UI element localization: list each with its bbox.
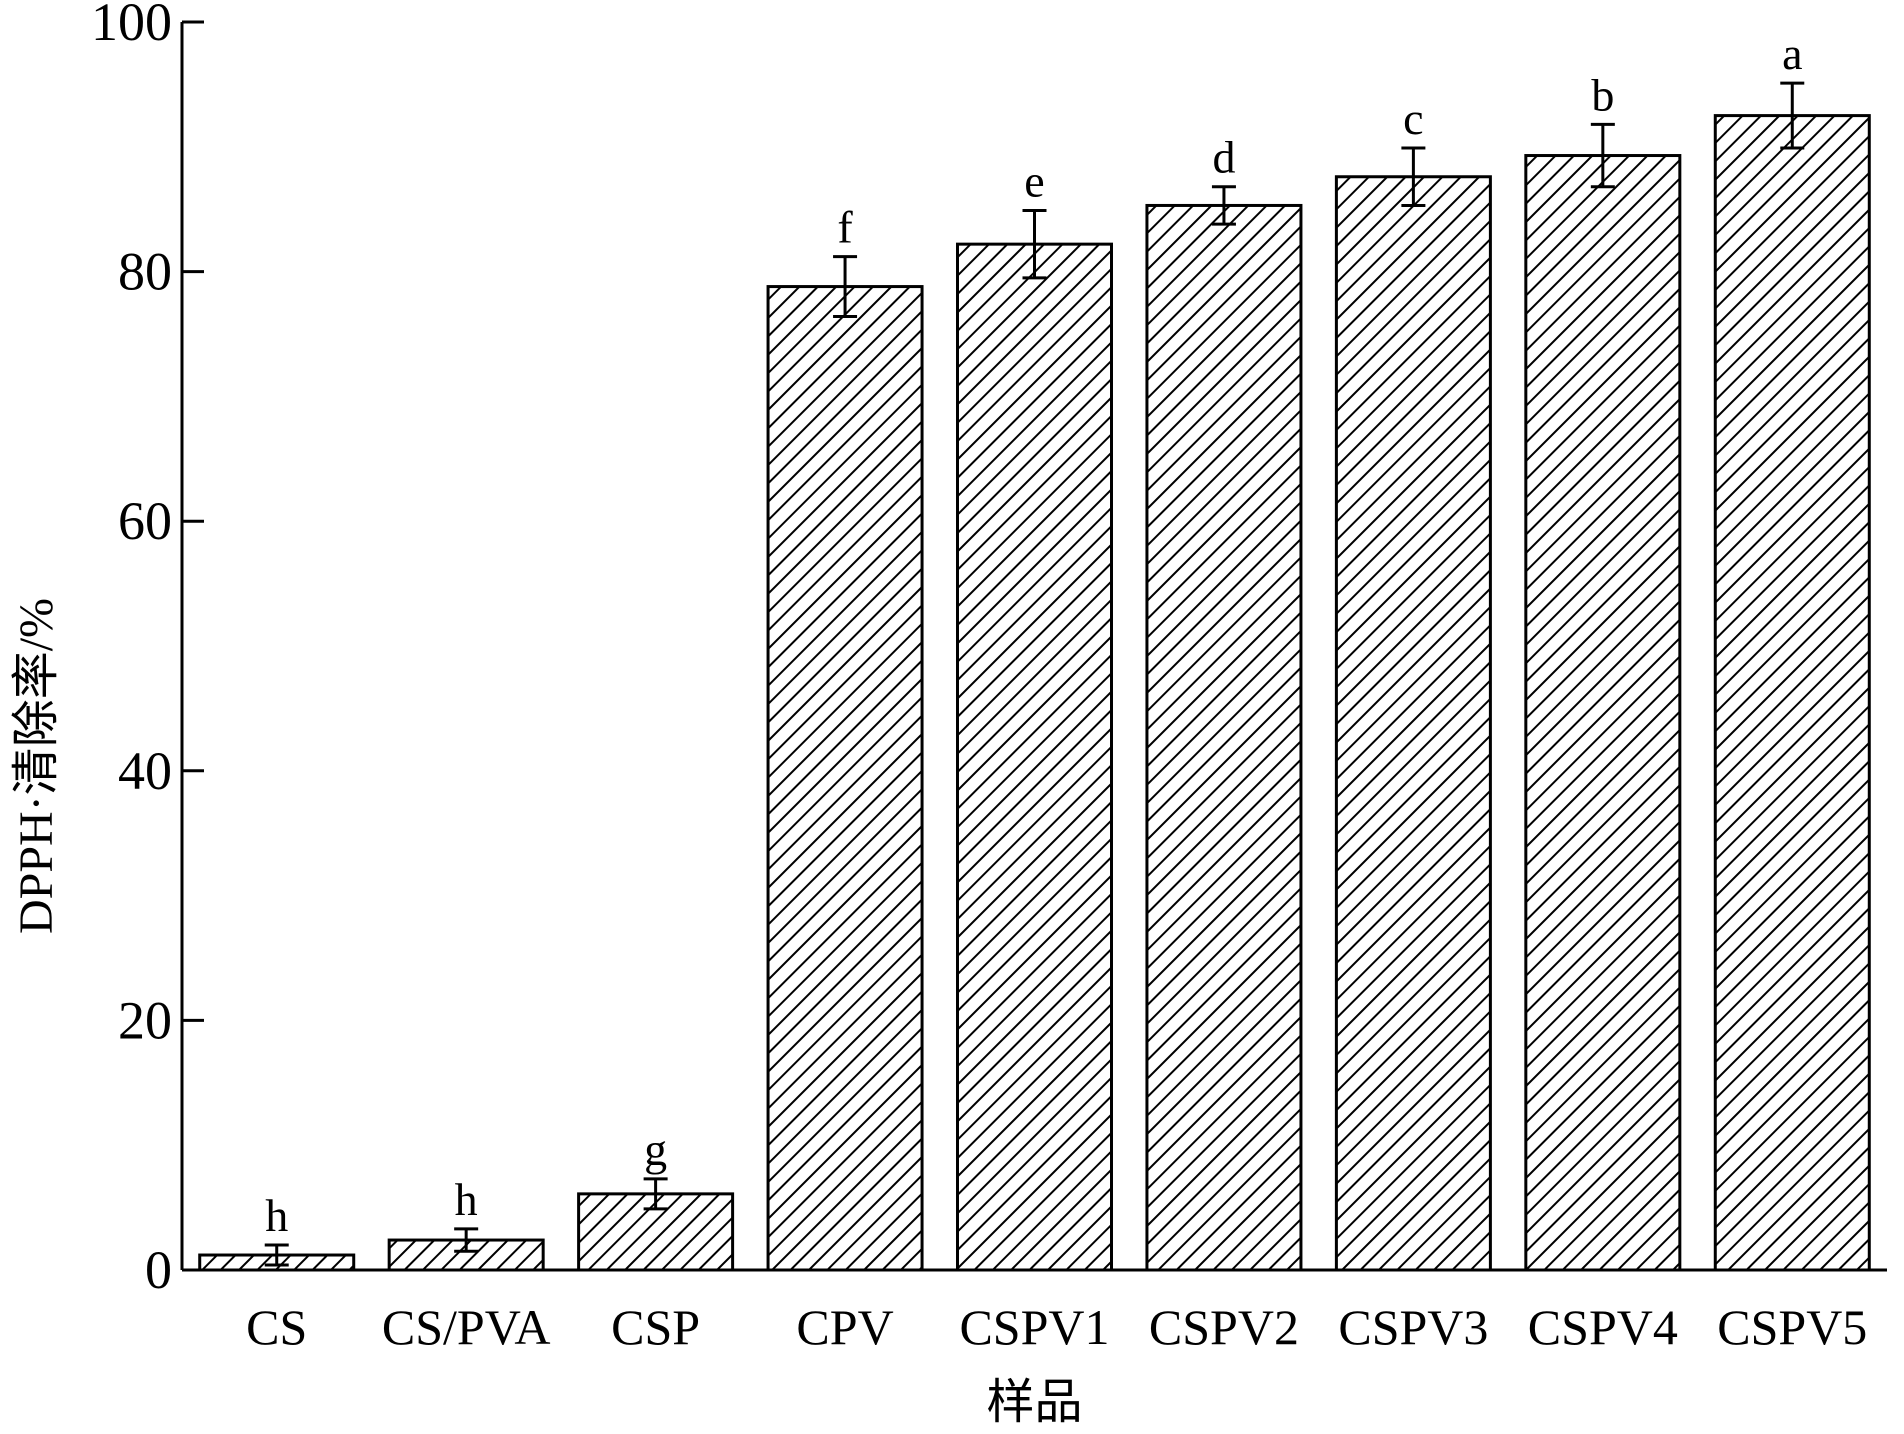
significance-label: f xyxy=(837,202,853,253)
category-label: CPV xyxy=(796,1299,893,1355)
significance-label: b xyxy=(1591,69,1614,120)
category-labels: CS CS/PVA CSP CPV CSPV1 CSPV2 CSPV3 CSPV4 CSPV5 xyxy=(246,1299,1867,1355)
significance-label: a xyxy=(1782,28,1802,79)
bar xyxy=(956,242,1113,1272)
significance-label: g xyxy=(644,1124,667,1175)
bar xyxy=(1145,203,1303,1272)
category-label: CS/PVA xyxy=(382,1299,551,1355)
y-tick-label: 80 xyxy=(118,242,172,302)
y-tick-label: 100 xyxy=(91,0,172,52)
bar xyxy=(766,285,924,1272)
bars: h h g f e d c b a xyxy=(198,28,1871,1272)
bar xyxy=(1334,175,1492,1272)
y-axis: 0 20 40 60 80 100 xyxy=(91,0,204,1300)
category-label: CSPV5 xyxy=(1717,1299,1867,1355)
y-tick-label: 0 xyxy=(145,1240,172,1300)
bar xyxy=(1713,114,1871,1272)
x-axis-title: 样品 xyxy=(986,1376,1082,1429)
y-axis-title: DPPH·清除率/% xyxy=(10,598,63,934)
significance-label: d xyxy=(1212,132,1235,183)
significance-label: h xyxy=(455,1174,478,1225)
category-label: CSPV2 xyxy=(1149,1299,1299,1355)
significance-label: e xyxy=(1024,155,1044,206)
y-tick-label: 20 xyxy=(118,990,172,1050)
significance-label: c xyxy=(1403,93,1423,144)
y-tick-label: 40 xyxy=(118,741,172,801)
y-tick-label: 60 xyxy=(118,491,172,551)
category-label: CS xyxy=(246,1299,307,1355)
bar xyxy=(1524,154,1682,1272)
significance-label: h xyxy=(265,1190,288,1241)
category-label: CSPV4 xyxy=(1528,1299,1678,1355)
category-label: CSPV3 xyxy=(1338,1299,1488,1355)
bar xyxy=(387,1238,545,1272)
category-label: CSP xyxy=(611,1299,700,1355)
bar xyxy=(577,1192,735,1272)
category-label: CSPV1 xyxy=(959,1299,1109,1355)
